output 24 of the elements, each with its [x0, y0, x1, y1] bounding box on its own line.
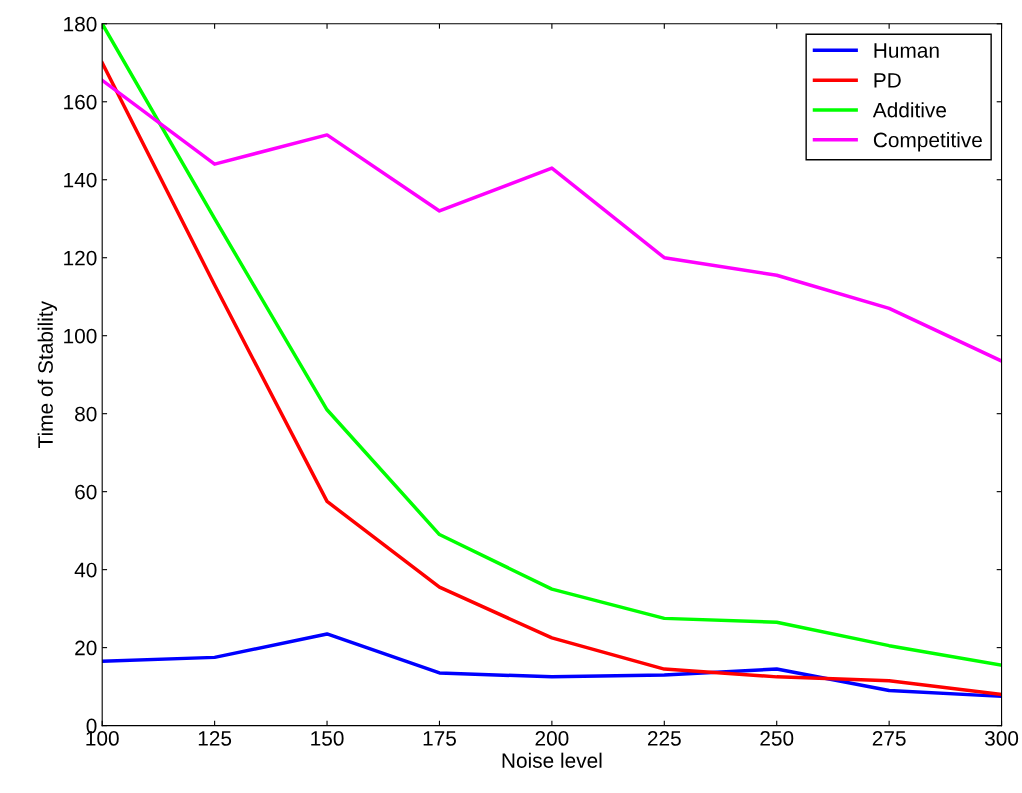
y-tick-label: 180: [64, 16, 97, 32]
x-axis-title: Noise level: [502, 752, 602, 768]
x-tick-label: 125: [198, 731, 232, 746]
y-tick-label: 20: [75, 640, 97, 656]
x-tick-label: 250: [760, 731, 794, 746]
legend-label: Additive: [872, 102, 947, 118]
legend-label: PD: [874, 73, 901, 88]
x-tick-label: 300: [984, 731, 1019, 746]
y-tick-label: 120: [64, 250, 97, 266]
x-tick-label: 225: [647, 731, 681, 746]
y-tick-label: 140: [64, 172, 97, 188]
y-tick-label: 40: [74, 562, 97, 578]
y-tick-label: 80: [75, 406, 97, 422]
y-axis-title: Time of Stability: [37, 301, 58, 448]
legend-label: Competitive: [873, 132, 982, 152]
legend-label: Human: [874, 43, 939, 58]
x-tick-label: 275: [872, 731, 906, 746]
y-tick-label: 160: [64, 94, 97, 110]
y-tick-label: 60: [75, 484, 97, 500]
x-tick-label: 200: [535, 731, 569, 746]
x-tick-label: 150: [311, 731, 344, 746]
line-series: [102, 632, 1002, 699]
x-tick-label: 175: [423, 731, 456, 746]
y-tick-label: 100: [64, 328, 97, 344]
